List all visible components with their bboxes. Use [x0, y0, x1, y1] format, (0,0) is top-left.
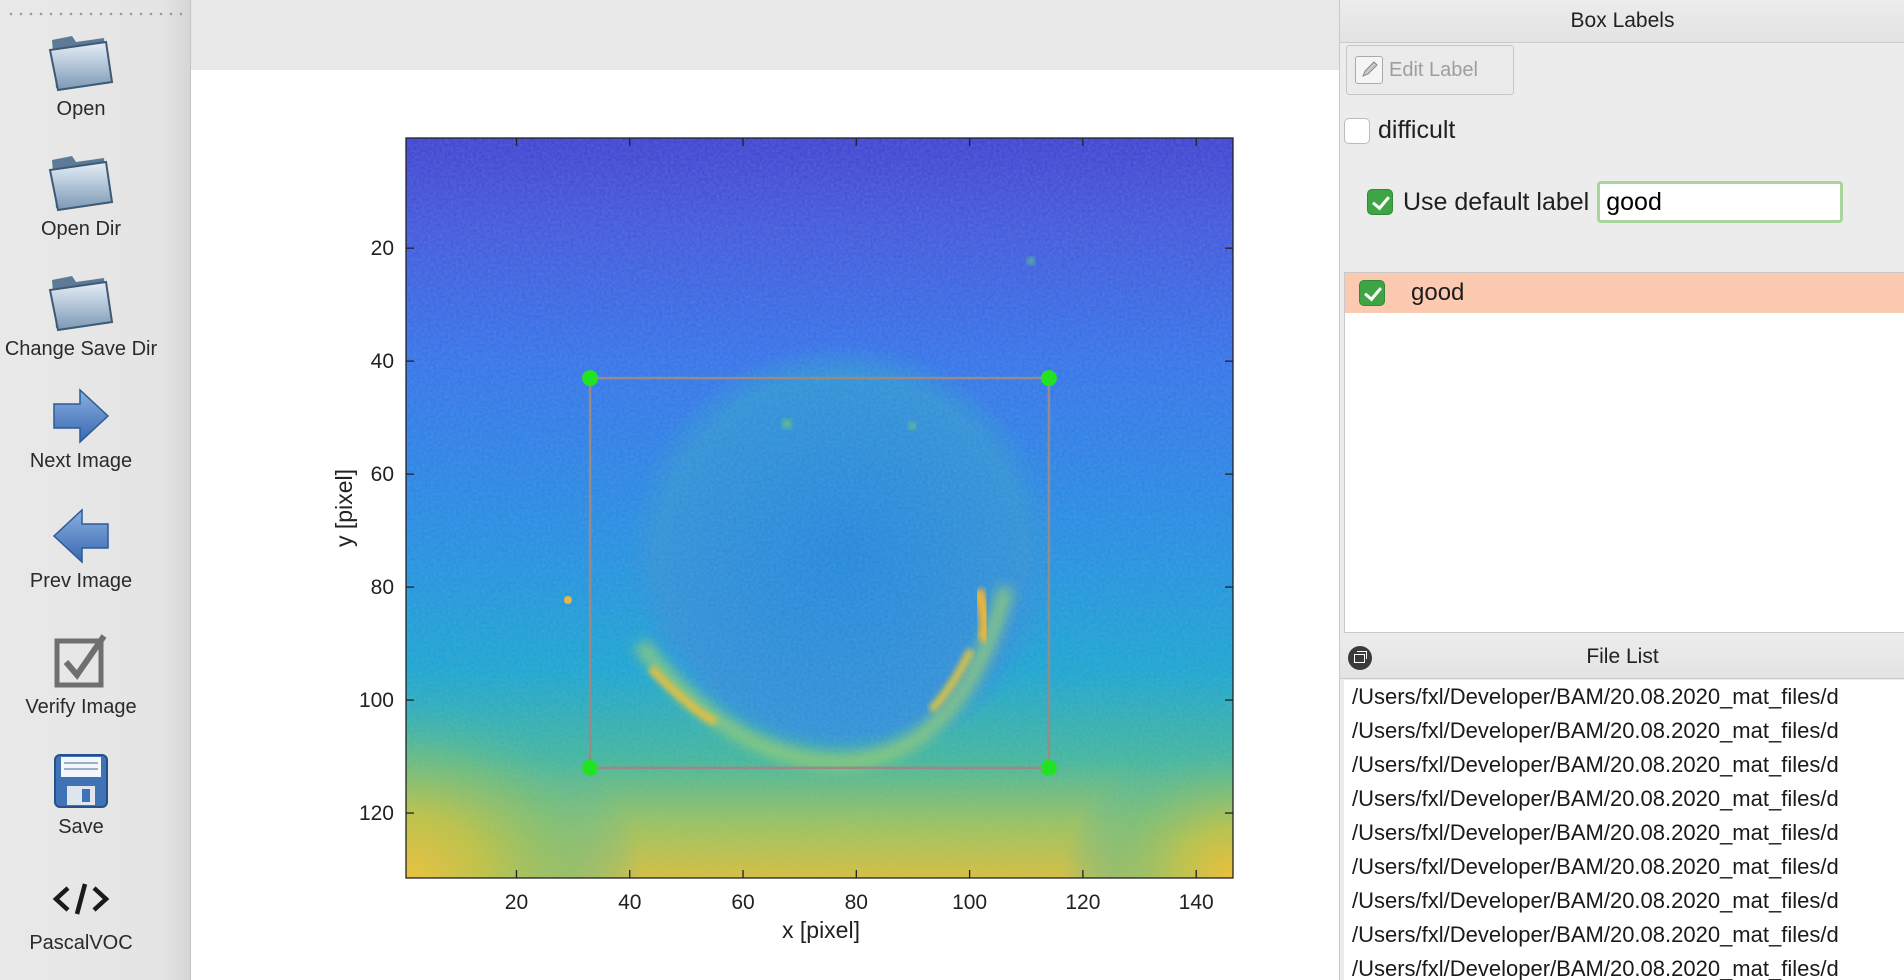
use-default-label-checkbox[interactable] [1367, 189, 1393, 215]
file-list-item[interactable]: /Users/fxl/Developer/BAM/20.08.2020_mat_… [1352, 922, 1839, 947]
difficult-checkbox[interactable] [1344, 117, 1370, 144]
y-axis-ticks: 20 40 60 80 100 120 [359, 237, 1233, 825]
floppy-icon [54, 754, 108, 808]
bounding-box-handle[interactable] [1040, 370, 1057, 387]
arrow-right-icon [53, 388, 110, 444]
edit-label-text: Edit Label [1389, 58, 1478, 81]
pascalvoc-button[interactable]: PascalVOC [0, 878, 162, 955]
list-item[interactable]: good [1345, 273, 1904, 313]
y-tick-label: 20 [371, 237, 394, 260]
file-list-item[interactable]: /Users/fxl/Developer/BAM/20.08.2020_mat_… [1352, 888, 1839, 913]
open-dir-button[interactable]: Open Dir [0, 146, 162, 241]
file-list-item[interactable]: /Users/fxl/Developer/BAM/20.08.2020_mat_… [1352, 786, 1839, 811]
file-list[interactable]: /Users/fxl/Developer/BAM/20.08.2020_mat_… [1344, 680, 1904, 980]
x-tick-label: 20 [505, 891, 528, 914]
open-label: Open [56, 98, 106, 120]
toolbar: Open Open Dir Change Save Dir Next Image… [0, 0, 191, 980]
save-button[interactable]: Save [0, 752, 162, 839]
change-save-dir-button[interactable]: Change Save Dir [0, 266, 162, 361]
x-tick-label: 100 [952, 891, 987, 914]
label-list[interactable]: good [1344, 272, 1904, 633]
difficult-row: difficult [1344, 116, 1455, 145]
use-default-label-text: Use default label [1403, 187, 1590, 216]
x-tick-label: 80 [845, 891, 868, 914]
right-dock: Box Labels Edit Label difficult Use defa… [1339, 0, 1904, 980]
plot-frame [405, 137, 1234, 879]
checkbox-icon [54, 634, 107, 688]
file-list-item[interactable]: /Users/fxl/Developer/BAM/20.08.2020_mat_… [1352, 854, 1839, 879]
verify-image-label: Verify Image [25, 696, 137, 718]
y-tick-label: 40 [371, 350, 394, 373]
arrow-left-icon [52, 508, 109, 564]
box-labels-title: Box Labels [1340, 0, 1904, 43]
label-checkbox[interactable] [1359, 280, 1385, 306]
save-label: Save [58, 816, 104, 838]
file-list-item[interactable]: /Users/fxl/Developer/BAM/20.08.2020_mat_… [1352, 752, 1839, 777]
pencil-icon [1355, 56, 1383, 84]
next-image-label: Next Image [29, 450, 133, 472]
y-axis-label: y [pixel] [331, 469, 357, 547]
canvas-top-area [191, 0, 1339, 70]
file-list-item[interactable]: /Users/fxl/Developer/BAM/20.08.2020_mat_… [1352, 684, 1839, 709]
prev-image-label: Prev Image [29, 570, 133, 592]
x-axis-ticks: 20 40 60 80 100 120 140 [505, 138, 1214, 914]
pascalvoc-label: PascalVOC [29, 932, 133, 954]
change-save-dir-label: Change Save Dir [4, 338, 158, 360]
prev-image-button[interactable]: Prev Image [0, 508, 162, 593]
float-panel-icon[interactable] [1348, 646, 1372, 670]
label-text: good [1411, 279, 1465, 306]
folder-icon [48, 156, 114, 212]
bounding-box-handle[interactable] [582, 759, 599, 776]
image-canvas[interactable]: 20 40 60 80 100 120 140 20 40 60 80 100 120 x [pixe… [191, 70, 1339, 980]
bounding-box-handle[interactable] [1040, 759, 1057, 776]
heatmap-image [406, 138, 1233, 878]
code-icon [52, 883, 110, 915]
x-tick-label: 140 [1179, 891, 1214, 914]
default-label-input[interactable] [1597, 181, 1844, 223]
edit-label-button[interactable]: Edit Label [1346, 45, 1514, 95]
x-axis-label: x [pixel] [782, 917, 860, 943]
next-image-button[interactable]: Next Image [0, 388, 162, 473]
folder-icon [48, 36, 114, 92]
y-tick-label: 60 [371, 463, 394, 486]
file-list-item[interactable]: /Users/fxl/Developer/BAM/20.08.2020_mat_… [1352, 820, 1839, 845]
default-label-row: Use default label [1367, 181, 1844, 223]
file-list-item[interactable]: /Users/fxl/Developer/BAM/20.08.2020_mat_… [1352, 718, 1839, 743]
file-list-title: File List [1340, 636, 1904, 679]
y-tick-label: 120 [359, 802, 394, 825]
bounding-box[interactable] [582, 370, 1057, 776]
folder-icon [48, 276, 114, 332]
bounding-box-rect[interactable] [588, 376, 1051, 770]
x-tick-label: 60 [731, 891, 754, 914]
file-list-item[interactable]: /Users/fxl/Developer/BAM/20.08.2020_mat_… [1352, 956, 1839, 980]
x-tick-label: 120 [1065, 891, 1100, 914]
y-tick-label: 100 [359, 689, 394, 712]
y-tick-label: 80 [371, 576, 394, 599]
verify-image-button[interactable]: Verify Image [0, 632, 162, 719]
image-plot[interactable]: 20 40 60 80 100 120 140 20 40 60 80 100 120 x [pixe… [191, 70, 1339, 980]
open-dir-label: Open Dir [40, 218, 122, 240]
bounding-box-handle[interactable] [582, 370, 599, 387]
x-tick-label: 40 [618, 891, 641, 914]
open-button[interactable]: Open [0, 26, 162, 121]
difficult-label: difficult [1378, 116, 1456, 144]
toolbar-grip[interactable] [6, 12, 182, 16]
